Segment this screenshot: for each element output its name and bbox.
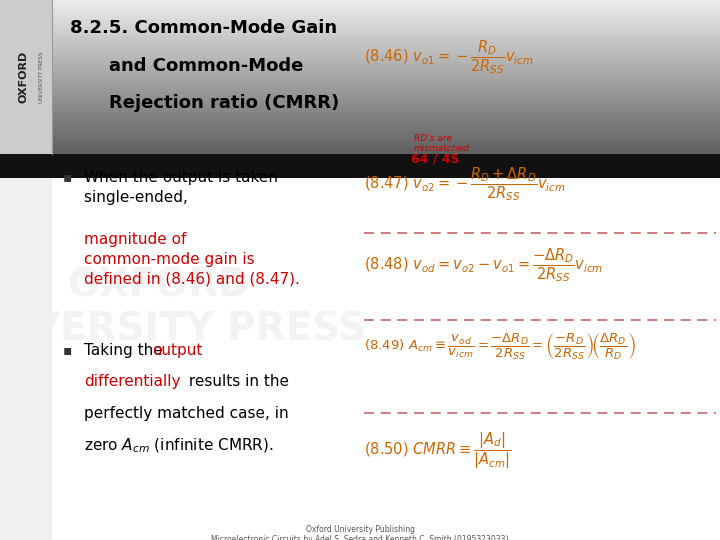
Bar	[52, 76, 720, 81]
Text: output: output	[152, 343, 202, 358]
Bar	[52, 41, 720, 46]
Text: and Common-Mode: and Common-Mode	[109, 57, 304, 75]
Text: $(8.47)\ v_{o2} = -\dfrac{R_D + \Delta R_D}{2R_{SS}}v_{icm}$: $(8.47)\ v_{o2} = -\dfrac{R_D + \Delta R…	[364, 165, 565, 202]
Bar	[52, 53, 720, 58]
Bar	[52, 10, 720, 15]
Text: ▪: ▪	[63, 170, 72, 184]
Bar	[52, 68, 720, 73]
Bar	[52, 99, 720, 104]
Text: differentially: differentially	[84, 374, 181, 389]
Text: When the output is taken
single-ended,: When the output is taken single-ended,	[84, 170, 278, 205]
Bar	[52, 37, 720, 42]
Text: RD's are
mismatched: RD's are mismatched	[414, 134, 469, 153]
Text: UNIVERSITY PRESS: UNIVERSITY PRESS	[39, 51, 44, 103]
Bar	[52, 60, 720, 65]
Text: magnitude of
common-mode gain is
defined in (8.46) and (8.47).: magnitude of common-mode gain is defined…	[84, 232, 300, 287]
Bar	[0, 154, 720, 178]
Text: 8.2.5. Common-Mode Gain: 8.2.5. Common-Mode Gain	[70, 19, 337, 37]
Bar	[52, 149, 720, 154]
Text: ▪: ▪	[63, 343, 72, 357]
Bar	[0, 154, 52, 178]
Bar	[52, 33, 720, 38]
Bar	[52, 0, 720, 4]
Bar	[52, 87, 720, 92]
Bar	[52, 111, 720, 116]
Bar	[52, 30, 720, 35]
Text: zero $A_{cm}$ (infinite CMRR).: zero $A_{cm}$ (infinite CMRR).	[84, 437, 274, 455]
Bar	[52, 130, 720, 134]
Bar	[52, 118, 720, 123]
Bar	[52, 49, 720, 54]
Text: $(8.49)\ A_{cm} \equiv \dfrac{v_{od}}{v_{icm}} = \dfrac{-\Delta R_D}{2R_{SS}} = : $(8.49)\ A_{cm} \equiv \dfrac{v_{od}}{v_…	[364, 332, 635, 362]
Text: OXFORD
UNIVERSITY PRESS: OXFORD UNIVERSITY PRESS	[0, 267, 366, 349]
Text: results in the: results in the	[184, 374, 289, 389]
Bar	[52, 103, 720, 107]
Bar	[52, 6, 720, 11]
Text: perfectly matched case, in: perfectly matched case, in	[84, 406, 289, 421]
Text: Taking the: Taking the	[84, 343, 168, 358]
Bar	[52, 18, 720, 23]
Text: OXFORD: OXFORD	[18, 51, 28, 103]
Bar	[52, 45, 720, 50]
Bar	[52, 72, 720, 77]
Bar	[52, 137, 720, 143]
Bar	[0, 0, 52, 154]
Bar	[52, 114, 720, 119]
Bar	[52, 133, 720, 138]
Bar	[0, 178, 52, 540]
Bar	[52, 141, 720, 146]
Bar	[52, 26, 720, 31]
Bar	[52, 106, 720, 112]
Bar	[52, 122, 720, 127]
Bar	[52, 22, 720, 27]
Text: Rejection ratio (CMRR): Rejection ratio (CMRR)	[109, 94, 340, 112]
Bar	[52, 3, 720, 8]
Bar	[52, 84, 720, 89]
Bar	[52, 57, 720, 62]
Bar	[52, 95, 720, 100]
Bar	[52, 91, 720, 96]
Bar	[52, 126, 720, 131]
Text: $(8.46)\ v_{o1} = -\dfrac{R_D}{2R_{SS}}v_{icm}$: $(8.46)\ v_{o1} = -\dfrac{R_D}{2R_{SS}}v…	[364, 38, 534, 76]
Bar	[52, 145, 720, 150]
Bar	[52, 14, 720, 19]
Bar	[52, 64, 720, 69]
Text: $(8.50)\ CMRR \equiv \dfrac{|A_d|}{|A_{cm}|}$: $(8.50)\ CMRR \equiv \dfrac{|A_d|}{|A_{c…	[364, 430, 511, 471]
Text: $(8.48)\ v_{od} = v_{o2} - v_{o1} = \dfrac{-\Delta R_D}{2R_{SS}}v_{icm}$: $(8.48)\ v_{od} = v_{o2} - v_{o1} = \dfr…	[364, 246, 603, 284]
Text: Oxford University Publishing
Microelectronic Circuits by Adel S. Sedra and Kenne: Oxford University Publishing Microelectr…	[211, 525, 509, 540]
Text: 64 / 45: 64 / 45	[411, 152, 459, 165]
Bar	[52, 80, 720, 85]
